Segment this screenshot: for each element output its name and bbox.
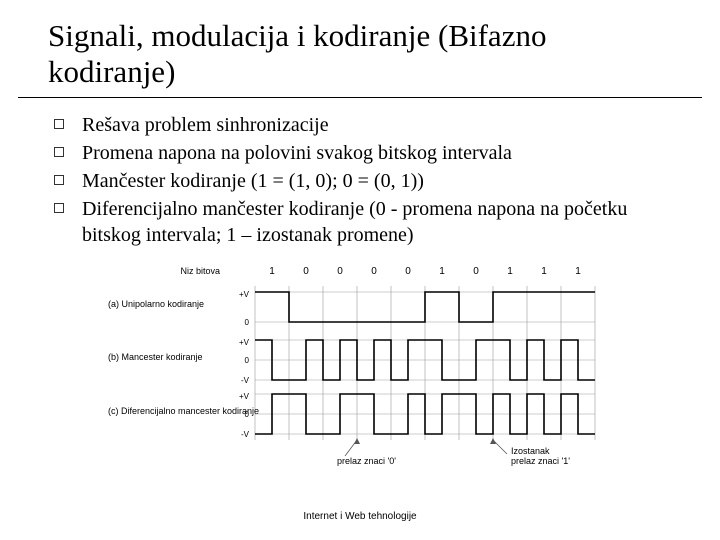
svg-text:+V: +V: [239, 392, 250, 401]
bullet-item: Rešava problem sinhronizacije: [54, 112, 690, 138]
svg-text:+V: +V: [239, 338, 250, 347]
bullet-marker-icon: [54, 175, 64, 185]
svg-text:1: 1: [541, 266, 547, 277]
svg-text:0: 0: [245, 318, 250, 327]
svg-text:prelaz znaci '0': prelaz znaci '0': [337, 456, 396, 466]
svg-text:(a) Unipolarno kodiranje: (a) Unipolarno kodiranje: [108, 299, 204, 309]
svg-text:0: 0: [303, 266, 309, 277]
slide-title: Signali, modulacija i kodiranje (Bifazno…: [18, 0, 702, 98]
svg-text:(c) Diferencijalno mancester k: (c) Diferencijalno mancester kodiranje: [108, 406, 259, 416]
svg-text:-V: -V: [241, 430, 250, 439]
bullet-marker-icon: [54, 147, 64, 157]
bullet-text: Diferencijalno mančester kodiranje (0 - …: [82, 196, 690, 248]
slide-footer: Internet i Web tehnologije: [0, 511, 720, 522]
svg-text:0: 0: [245, 410, 250, 419]
svg-text:0: 0: [371, 266, 377, 277]
svg-text:0: 0: [473, 266, 479, 277]
svg-text:0: 0: [337, 266, 343, 277]
encoding-diagram: Niz bitova 1 0 0 0 0 1 0 1 1 1 (a) Unipolarno kodir…: [100, 258, 620, 468]
bullet-text: Rešava problem sinhronizacije: [82, 112, 329, 138]
bullet-list: Rešava problem sinhronizacijePromena nap…: [0, 112, 720, 248]
svg-text:Izostanak: Izostanak: [511, 446, 550, 456]
svg-text:0: 0: [405, 266, 411, 277]
bullet-marker-icon: [54, 203, 64, 213]
svg-text:1: 1: [575, 266, 581, 277]
svg-text:1: 1: [439, 266, 445, 277]
svg-text:1: 1: [269, 266, 275, 277]
svg-text:(b) Mancester kodiranje: (b) Mancester kodiranje: [108, 352, 203, 362]
bullet-text: Promena napona na polovini svakog bitsko…: [82, 140, 512, 166]
svg-text:+V: +V: [239, 290, 250, 299]
svg-text:1: 1: [507, 266, 513, 277]
bullet-text: Mančester kodiranje (1 = (1, 0); 0 = (0,…: [82, 168, 424, 194]
bullet-item: Diferencijalno mančester kodiranje (0 - …: [54, 196, 690, 248]
svg-text:0: 0: [245, 356, 250, 365]
svg-text:prelaz znaci '1': prelaz znaci '1': [511, 456, 570, 466]
svg-text:-V: -V: [241, 376, 250, 385]
bullet-marker-icon: [54, 119, 64, 129]
bullet-item: Mančester kodiranje (1 = (1, 0); 0 = (0,…: [54, 168, 690, 194]
bullet-item: Promena napona na polovini svakog bitsko…: [54, 140, 690, 166]
svg-text:Niz bitova: Niz bitova: [180, 266, 220, 276]
